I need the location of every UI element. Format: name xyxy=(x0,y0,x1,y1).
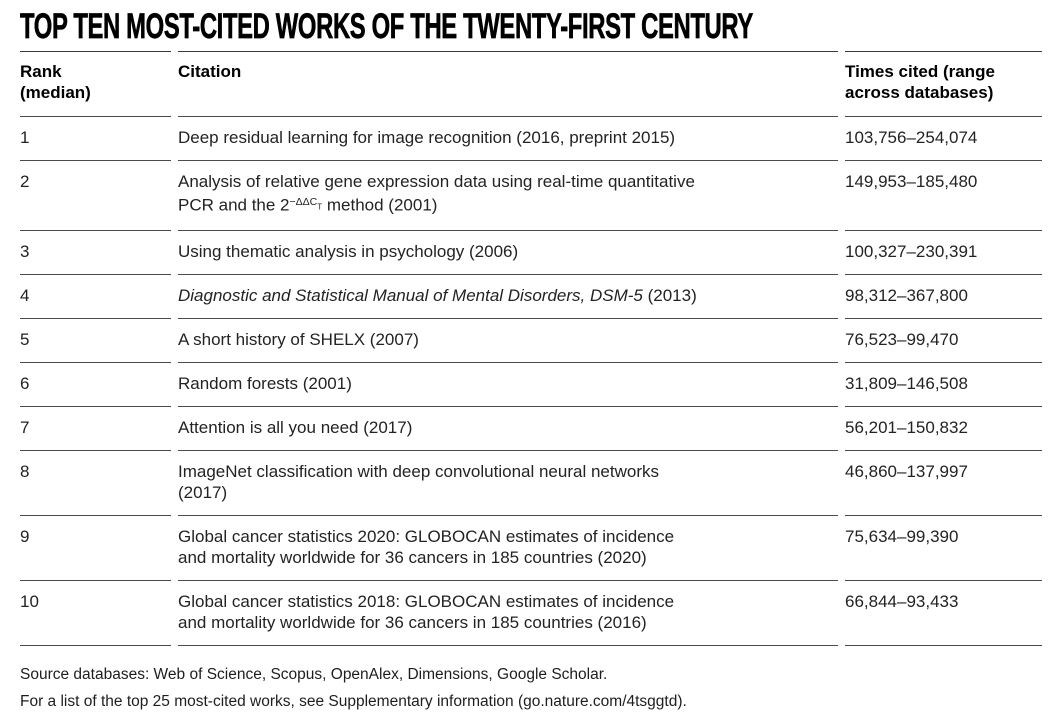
header-rank-line1: Rank xyxy=(20,62,62,81)
header-citation: Citation xyxy=(178,51,838,117)
rank-cell: 9 xyxy=(20,516,171,581)
figure-title: TOP TEN MOST-CITED WORKS OF THE TWENTY-F… xyxy=(20,7,1042,46)
citation-cell: Global cancer statistics 2018: GLOBOCAN … xyxy=(178,581,838,646)
table-row-6: 6 Random forests (2001) 31,809–146,508 xyxy=(20,363,1042,407)
citation-subscript: T xyxy=(317,202,323,212)
table-row-10: 10 Global cancer statistics 2018: GLOBOC… xyxy=(20,581,1042,646)
times-cited-cell: 56,201–150,832 xyxy=(845,407,1042,451)
times-cited-cell: 149,953–185,480 xyxy=(845,161,1042,231)
rank-cell: 8 xyxy=(20,451,171,516)
citation-cell: Global cancer statistics 2020: GLOBOCAN … xyxy=(178,516,838,581)
times-cited-cell: 103,756–254,074 xyxy=(845,117,1042,161)
rank-cell: 2 xyxy=(20,161,171,231)
table-row-7: 7 Attention is all you need (2017) 56,20… xyxy=(20,407,1042,451)
citation-cell: Random forests (2001) xyxy=(178,363,838,407)
citation-text: PCR and the 2 xyxy=(178,195,290,215)
citation-year: (2013) xyxy=(642,285,697,305)
table-header-row: Rank (median) Citation Times cited (range… xyxy=(20,51,1042,117)
citation-cell: Analysis of relative gene expression dat… xyxy=(178,161,838,231)
table-row-9: 9 Global cancer statistics 2020: GLOBOCA… xyxy=(20,516,1042,581)
citation-line1: ImageNet classification with deep convol… xyxy=(178,461,659,481)
citation-superscript: −ΔΔC xyxy=(289,196,318,208)
times-cited-cell: 46,860–137,997 xyxy=(845,451,1042,516)
header-rank-line2: (median) xyxy=(20,83,91,102)
times-cited-cell: 98,312–367,800 xyxy=(845,275,1042,319)
table-row-3: 3 Using thematic analysis in psychology … xyxy=(20,231,1042,275)
rank-cell: 3 xyxy=(20,231,171,275)
header-times-cited-line2: across databases) xyxy=(845,83,994,102)
citation-cell: Deep residual learning for image recogni… xyxy=(178,117,838,161)
table-row-8: 8 ImageNet classification with deep conv… xyxy=(20,451,1042,516)
citation-line2: (2017) xyxy=(178,482,228,502)
citation-line2: PCR and the 2−ΔΔCT method (2001) xyxy=(178,192,838,218)
rank-cell: 10 xyxy=(20,581,171,646)
rank-cell: 6 xyxy=(20,363,171,407)
citation-cell: Using thematic analysis in psychology (2… xyxy=(178,231,838,275)
citation-cell: A short history of SHELX (2007) xyxy=(178,319,838,363)
rank-cell: 4 xyxy=(20,275,171,319)
rank-cell: 1 xyxy=(20,117,171,161)
most-cited-table: Rank (median) Citation Times cited (range… xyxy=(13,51,1049,646)
times-cited-cell: 100,327–230,391 xyxy=(845,231,1042,275)
table-row-5: 5 A short history of SHELX (2007) 76,523… xyxy=(20,319,1042,363)
citation-cell: Diagnostic and Statistical Manual of Men… xyxy=(178,275,838,319)
footnotes: Source databases: Web of Science, Scopus… xyxy=(20,661,1042,712)
times-cited-cell: 75,634–99,390 xyxy=(845,516,1042,581)
header-rank: Rank (median) xyxy=(20,51,171,117)
citation-cell: ImageNet classification with deep convol… xyxy=(178,451,838,516)
citation-text: method (2001) xyxy=(322,195,438,215)
figure-title-text: TOP TEN MOST-CITED WORKS OF THE TWENTY-F… xyxy=(20,7,754,46)
source-databases-note: Source databases: Web of Science, Scopus… xyxy=(20,665,608,683)
citation-line1: Analysis of relative gene expression dat… xyxy=(178,172,695,191)
citation-line1: Global cancer statistics 2018: GLOBOCAN … xyxy=(178,591,675,611)
table-row-4: 4 Diagnostic and Statistical Manual of M… xyxy=(20,275,1042,319)
table-row-2: 2 Analysis of relative gene expression d… xyxy=(20,161,1042,231)
citation-italic-title: Diagnostic and Statistical Manual of Men… xyxy=(178,285,643,305)
supplementary-info-note: For a list of the top 25 most-cited work… xyxy=(20,692,687,710)
times-cited-cell: 66,844–93,433 xyxy=(845,581,1042,646)
citation-cell: Attention is all you need (2017) xyxy=(178,407,838,451)
citation-line2: and mortality worldwide for 36 cancers i… xyxy=(178,547,647,567)
times-cited-cell: 76,523–99,470 xyxy=(845,319,1042,363)
rank-cell: 7 xyxy=(20,407,171,451)
rank-cell: 5 xyxy=(20,319,171,363)
table-row-1: 1 Deep residual learning for image recog… xyxy=(20,117,1042,161)
header-times-cited-line1: Times cited (range xyxy=(845,62,995,81)
citation-line1: Global cancer statistics 2020: GLOBOCAN … xyxy=(178,526,675,546)
times-cited-cell: 31,809–146,508 xyxy=(845,363,1042,407)
header-times-cited: Times cited (range across databases) xyxy=(845,51,1042,117)
citation-line2: and mortality worldwide for 36 cancers i… xyxy=(178,612,647,632)
